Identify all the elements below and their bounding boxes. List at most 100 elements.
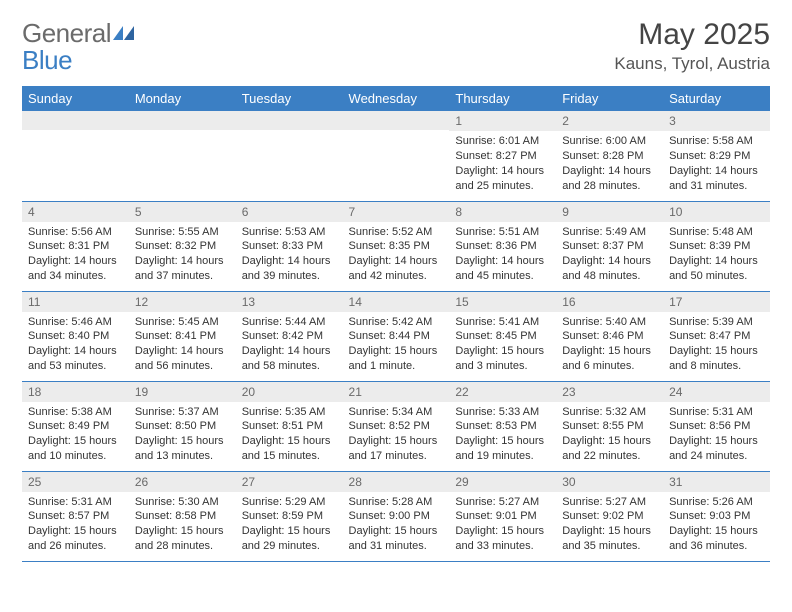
calendar-day-cell: 9Sunrise: 5:49 AMSunset: 8:37 PMDaylight… <box>556 201 663 291</box>
day-number: 23 <box>556 382 663 402</box>
day-details: Sunrise: 5:49 AMSunset: 8:37 PMDaylight:… <box>556 222 663 288</box>
calendar-day-cell: 22Sunrise: 5:33 AMSunset: 8:53 PMDayligh… <box>449 381 556 471</box>
calendar-day-cell: 11Sunrise: 5:46 AMSunset: 8:40 PMDayligh… <box>22 291 129 381</box>
logo-text-1: General <box>22 18 111 48</box>
day-details: Sunrise: 5:31 AMSunset: 8:57 PMDaylight:… <box>22 492 129 558</box>
day-number: 28 <box>343 472 450 492</box>
day-details: Sunrise: 5:37 AMSunset: 8:50 PMDaylight:… <box>129 402 236 468</box>
day-number: 21 <box>343 382 450 402</box>
calendar-day-cell: 3Sunrise: 5:58 AMSunset: 8:29 PMDaylight… <box>663 111 770 201</box>
day-number: 4 <box>22 202 129 222</box>
calendar-day-cell: 24Sunrise: 5:31 AMSunset: 8:56 PMDayligh… <box>663 381 770 471</box>
day-details: Sunrise: 5:38 AMSunset: 8:49 PMDaylight:… <box>22 402 129 468</box>
logo: GeneralBlue <box>22 18 135 76</box>
day-details: Sunrise: 6:00 AMSunset: 8:28 PMDaylight:… <box>556 131 663 197</box>
title-block: May 2025 Kauns, Tyrol, Austria <box>614 18 770 74</box>
day-number: 2 <box>556 111 663 131</box>
day-details: Sunrise: 5:31 AMSunset: 8:56 PMDaylight:… <box>663 402 770 468</box>
calendar-day-cell: 17Sunrise: 5:39 AMSunset: 8:47 PMDayligh… <box>663 291 770 381</box>
day-details: Sunrise: 5:33 AMSunset: 8:53 PMDaylight:… <box>449 402 556 468</box>
calendar-day-cell <box>129 111 236 201</box>
day-number: 5 <box>129 202 236 222</box>
day-number: 10 <box>663 202 770 222</box>
day-number: 12 <box>129 292 236 312</box>
day-details: Sunrise: 5:53 AMSunset: 8:33 PMDaylight:… <box>236 222 343 288</box>
day-details: Sunrise: 5:45 AMSunset: 8:41 PMDaylight:… <box>129 312 236 378</box>
day-details: Sunrise: 5:51 AMSunset: 8:36 PMDaylight:… <box>449 222 556 288</box>
weekday-header: Monday <box>129 86 236 111</box>
calendar-day-cell: 28Sunrise: 5:28 AMSunset: 9:00 PMDayligh… <box>343 471 450 561</box>
calendar-day-cell: 23Sunrise: 5:32 AMSunset: 8:55 PMDayligh… <box>556 381 663 471</box>
calendar-day-cell: 29Sunrise: 5:27 AMSunset: 9:01 PMDayligh… <box>449 471 556 561</box>
day-details: Sunrise: 5:55 AMSunset: 8:32 PMDaylight:… <box>129 222 236 288</box>
day-number: 29 <box>449 472 556 492</box>
weekday-header: Friday <box>556 86 663 111</box>
calendar-week-row: 18Sunrise: 5:38 AMSunset: 8:49 PMDayligh… <box>22 381 770 471</box>
day-details: Sunrise: 5:52 AMSunset: 8:35 PMDaylight:… <box>343 222 450 288</box>
day-number: 8 <box>449 202 556 222</box>
day-number <box>236 111 343 130</box>
day-details: Sunrise: 5:41 AMSunset: 8:45 PMDaylight:… <box>449 312 556 378</box>
day-details <box>129 130 236 137</box>
day-details: Sunrise: 5:26 AMSunset: 9:03 PMDaylight:… <box>663 492 770 558</box>
weekday-header: Sunday <box>22 86 129 111</box>
logo-mark-icon <box>113 18 135 49</box>
day-number: 6 <box>236 202 343 222</box>
page-header: GeneralBlue May 2025 Kauns, Tyrol, Austr… <box>22 18 770 76</box>
calendar-day-cell: 4Sunrise: 5:56 AMSunset: 8:31 PMDaylight… <box>22 201 129 291</box>
calendar-day-cell: 15Sunrise: 5:41 AMSunset: 8:45 PMDayligh… <box>449 291 556 381</box>
calendar-day-cell: 27Sunrise: 5:29 AMSunset: 8:59 PMDayligh… <box>236 471 343 561</box>
calendar-day-cell: 5Sunrise: 5:55 AMSunset: 8:32 PMDaylight… <box>129 201 236 291</box>
day-details: Sunrise: 5:27 AMSunset: 9:01 PMDaylight:… <box>449 492 556 558</box>
day-details: Sunrise: 5:30 AMSunset: 8:58 PMDaylight:… <box>129 492 236 558</box>
location: Kauns, Tyrol, Austria <box>614 54 770 74</box>
day-details: Sunrise: 5:46 AMSunset: 8:40 PMDaylight:… <box>22 312 129 378</box>
day-details: Sunrise: 5:42 AMSunset: 8:44 PMDaylight:… <box>343 312 450 378</box>
day-number: 27 <box>236 472 343 492</box>
calendar-day-cell: 16Sunrise: 5:40 AMSunset: 8:46 PMDayligh… <box>556 291 663 381</box>
day-number: 1 <box>449 111 556 131</box>
day-number: 3 <box>663 111 770 131</box>
day-details: Sunrise: 5:48 AMSunset: 8:39 PMDaylight:… <box>663 222 770 288</box>
day-number: 25 <box>22 472 129 492</box>
day-details: Sunrise: 5:29 AMSunset: 8:59 PMDaylight:… <box>236 492 343 558</box>
calendar-day-cell: 7Sunrise: 5:52 AMSunset: 8:35 PMDaylight… <box>343 201 450 291</box>
month-title: May 2025 <box>614 18 770 52</box>
calendar-day-cell <box>22 111 129 201</box>
day-number: 9 <box>556 202 663 222</box>
day-details: Sunrise: 5:35 AMSunset: 8:51 PMDaylight:… <box>236 402 343 468</box>
day-number: 20 <box>236 382 343 402</box>
calendar-week-row: 25Sunrise: 5:31 AMSunset: 8:57 PMDayligh… <box>22 471 770 561</box>
day-details: Sunrise: 5:44 AMSunset: 8:42 PMDaylight:… <box>236 312 343 378</box>
day-details: Sunrise: 5:32 AMSunset: 8:55 PMDaylight:… <box>556 402 663 468</box>
day-details: Sunrise: 5:28 AMSunset: 9:00 PMDaylight:… <box>343 492 450 558</box>
day-details <box>22 130 129 137</box>
calendar-day-cell: 6Sunrise: 5:53 AMSunset: 8:33 PMDaylight… <box>236 201 343 291</box>
logo-text-2: Blue <box>22 45 135 76</box>
calendar-head: SundayMondayTuesdayWednesdayThursdayFrid… <box>22 86 770 111</box>
calendar-table: SundayMondayTuesdayWednesdayThursdayFrid… <box>22 86 770 562</box>
calendar-day-cell: 8Sunrise: 5:51 AMSunset: 8:36 PMDaylight… <box>449 201 556 291</box>
calendar-day-cell: 30Sunrise: 5:27 AMSunset: 9:02 PMDayligh… <box>556 471 663 561</box>
calendar-day-cell: 1Sunrise: 6:01 AMSunset: 8:27 PMDaylight… <box>449 111 556 201</box>
day-number: 26 <box>129 472 236 492</box>
calendar-day-cell: 20Sunrise: 5:35 AMSunset: 8:51 PMDayligh… <box>236 381 343 471</box>
weekday-header: Thursday <box>449 86 556 111</box>
calendar-day-cell: 25Sunrise: 5:31 AMSunset: 8:57 PMDayligh… <box>22 471 129 561</box>
calendar-day-cell: 21Sunrise: 5:34 AMSunset: 8:52 PMDayligh… <box>343 381 450 471</box>
day-details: Sunrise: 5:56 AMSunset: 8:31 PMDaylight:… <box>22 222 129 288</box>
day-number: 31 <box>663 472 770 492</box>
day-details: Sunrise: 5:27 AMSunset: 9:02 PMDaylight:… <box>556 492 663 558</box>
day-details <box>343 130 450 137</box>
calendar-week-row: 1Sunrise: 6:01 AMSunset: 8:27 PMDaylight… <box>22 111 770 201</box>
calendar-day-cell: 19Sunrise: 5:37 AMSunset: 8:50 PMDayligh… <box>129 381 236 471</box>
calendar-week-row: 11Sunrise: 5:46 AMSunset: 8:40 PMDayligh… <box>22 291 770 381</box>
day-number <box>129 111 236 130</box>
day-number: 30 <box>556 472 663 492</box>
day-number: 17 <box>663 292 770 312</box>
calendar-day-cell: 14Sunrise: 5:42 AMSunset: 8:44 PMDayligh… <box>343 291 450 381</box>
calendar-week-row: 4Sunrise: 5:56 AMSunset: 8:31 PMDaylight… <box>22 201 770 291</box>
weekday-header: Wednesday <box>343 86 450 111</box>
day-number: 15 <box>449 292 556 312</box>
day-details: Sunrise: 5:40 AMSunset: 8:46 PMDaylight:… <box>556 312 663 378</box>
